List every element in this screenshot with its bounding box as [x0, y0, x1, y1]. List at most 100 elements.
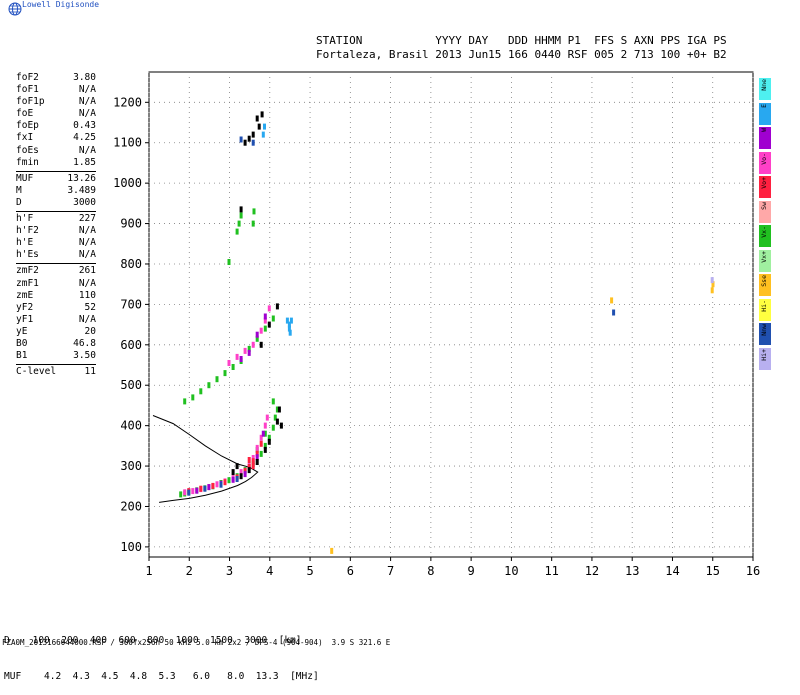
echo-point	[231, 476, 235, 483]
echo-point	[251, 455, 255, 461]
echo-point	[610, 297, 614, 304]
param-row: foE N/A	[16, 108, 96, 120]
echo-point	[235, 476, 239, 482]
muf-value: 13.3	[244, 671, 279, 682]
echo-point	[237, 220, 241, 227]
x-tick-label: 7	[387, 564, 394, 578]
distance-value: 1000	[164, 635, 199, 646]
echo-point	[265, 414, 269, 421]
param-value: 261	[78, 265, 96, 277]
echo-point	[263, 430, 267, 437]
param-value: 11	[84, 366, 96, 378]
param-label: D	[16, 196, 22, 208]
param-row: h'E N/A	[16, 237, 96, 249]
param-label: C-level	[16, 366, 57, 378]
y-tick-label: 300	[120, 459, 142, 473]
param-row: h'Es N/A	[16, 249, 96, 261]
param-label: foEs	[16, 144, 39, 156]
param-row: B0 46.8	[16, 338, 96, 350]
param-label: B0	[16, 337, 28, 349]
x-tick-label: 1	[145, 564, 152, 578]
param-value: 52	[84, 301, 96, 313]
echo-point	[191, 488, 195, 495]
param-row: fmin 1.85	[16, 157, 96, 169]
x-tick-label: 2	[186, 564, 193, 578]
param-value: N/A	[78, 84, 96, 96]
param-value: 227	[78, 213, 96, 225]
echo-point	[259, 327, 263, 334]
echo-point	[239, 212, 243, 219]
echo-point	[239, 356, 243, 362]
echo-point	[227, 477, 231, 484]
param-label: foF1p	[16, 96, 45, 108]
x-tick-label: 10	[504, 564, 518, 578]
x-tick-label: 6	[347, 564, 354, 578]
brand-name: Lowell Digisonde	[22, 0, 100, 9]
echo-point	[183, 398, 187, 405]
echo-point	[247, 463, 251, 470]
y-tick-label: 900	[120, 217, 142, 231]
echo-point	[215, 481, 219, 488]
echo-point	[239, 469, 243, 476]
param-row: B1 3.50	[16, 350, 96, 362]
param-value: 1.85	[73, 156, 96, 168]
x-tick-label: 3	[226, 564, 233, 578]
echo-point	[271, 424, 275, 431]
param-label: foE	[16, 108, 34, 120]
muf-value-unit: [MHz]	[278, 671, 319, 682]
legend-swatch: Vo-	[759, 151, 771, 174]
echo-point	[710, 277, 714, 284]
echo-point	[275, 303, 279, 310]
file-info-footer: FZA0M_2013166044000.RSF / 300fx256h 50 k…	[2, 638, 391, 647]
legend-swatch: Sw	[759, 200, 771, 223]
muf-value: 5.3	[147, 671, 176, 682]
echo-point	[247, 135, 251, 142]
legend-label: Vo-	[760, 152, 768, 165]
param-row: yF2 52	[16, 302, 96, 314]
param-row: MUF 13.26	[16, 173, 96, 185]
param-value: N/A	[78, 249, 96, 261]
legend-label: Hi-	[760, 299, 768, 312]
param-label: h'E	[16, 237, 34, 249]
param-value: 46.8	[73, 337, 96, 349]
y-tick-label: 400	[120, 419, 142, 433]
param-label: MUF	[16, 172, 34, 184]
echo-point	[243, 347, 247, 354]
param-value: N/A	[78, 96, 96, 108]
param-row: foEp 0.43	[16, 120, 96, 132]
param-row: zmF1 N/A	[16, 278, 96, 290]
echo-point	[247, 457, 251, 463]
muf-value: 4.3	[61, 671, 90, 682]
echo-point	[252, 208, 256, 215]
param-label: h'F2	[16, 225, 39, 237]
param-row: foF2 3.80	[16, 72, 96, 84]
header-line-2: Fortaleza, Brasil 2013 Jun15 166 0440 RS…	[316, 48, 727, 61]
param-row: foF1p N/A	[16, 96, 96, 108]
param-row: zmE 110	[16, 290, 96, 302]
y-tick-label: 1200	[113, 95, 142, 109]
echo-point	[263, 123, 266, 130]
echo-point	[263, 446, 267, 453]
echo-point	[255, 450, 259, 457]
param-label: yF1	[16, 313, 34, 325]
echo-point	[263, 313, 267, 320]
echo-point	[187, 489, 191, 496]
param-value: 3.80	[73, 72, 96, 83]
param-label: zmF2	[16, 265, 39, 277]
echo-point	[259, 440, 263, 447]
echo-point	[255, 454, 259, 461]
echo-point	[231, 469, 235, 476]
x-tick-label: 12	[585, 564, 599, 578]
param-row: D 3000	[16, 197, 96, 209]
echo-point	[263, 422, 267, 429]
echo-point	[255, 459, 259, 465]
param-label: yF2	[16, 301, 34, 313]
echo-point	[199, 485, 203, 492]
echo-point	[259, 434, 263, 441]
echo-point	[255, 331, 259, 338]
x-tick-label: 16	[746, 564, 760, 578]
legend-label: Vo+	[760, 177, 768, 189]
echo-point	[255, 115, 259, 122]
y-tick-label: 500	[120, 378, 142, 392]
echo-point	[251, 463, 255, 470]
